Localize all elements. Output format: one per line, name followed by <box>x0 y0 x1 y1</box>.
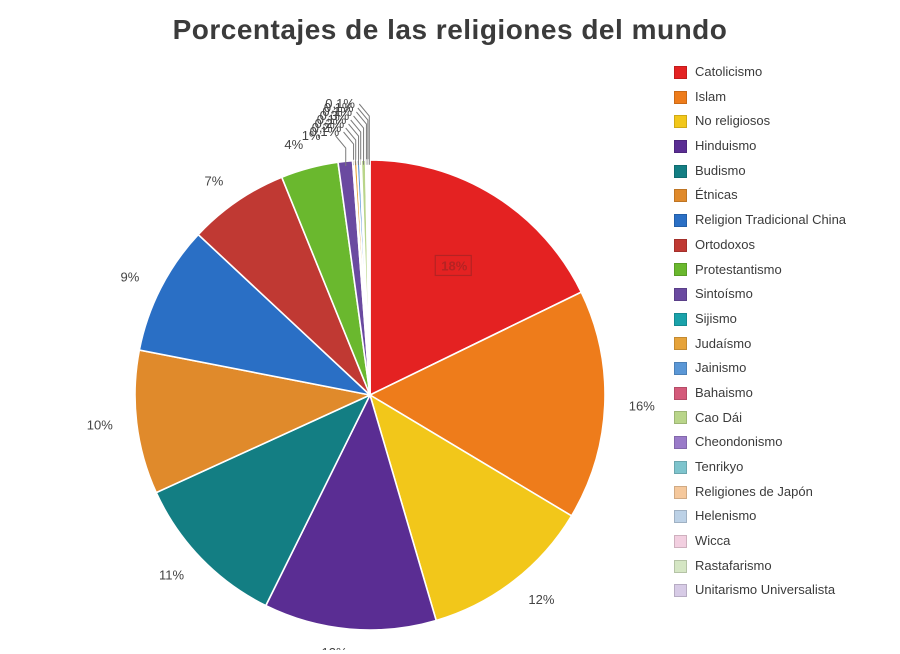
legend-label: Budismo <box>695 159 746 184</box>
legend-item: Cao Dái <box>674 406 884 431</box>
legend-swatch <box>674 165 687 178</box>
legend-item: Religiones de Japón <box>674 480 884 505</box>
legend-swatch <box>674 411 687 424</box>
legend-item: Sijismo <box>674 307 884 332</box>
legend-label: Catolicismo <box>695 60 762 85</box>
legend-item: Tenrikyo <box>674 455 884 480</box>
legend-item: Religion Tradicional China <box>674 208 884 233</box>
legend-label: Judaísmo <box>695 332 751 357</box>
legend-label: Religion Tradicional China <box>695 208 846 233</box>
legend-label: Jainismo <box>695 356 746 381</box>
legend-item: Wicca <box>674 529 884 554</box>
legend-swatch <box>674 239 687 252</box>
legend-item: Rastafarismo <box>674 554 884 579</box>
legend-swatch <box>674 560 687 573</box>
slice-percent-label: 16% <box>629 398 655 413</box>
legend-label: No religiosos <box>695 109 770 134</box>
legend-item: Unitarismo Universalista <box>674 578 884 603</box>
chart-legend: CatolicismoIslamNo religiososHinduismoBu… <box>674 60 884 603</box>
slice-percent-label: 12% <box>528 592 554 607</box>
legend-item: Sintoísmo <box>674 282 884 307</box>
legend-label: Hinduismo <box>695 134 756 159</box>
legend-item: Étnicas <box>674 183 884 208</box>
legend-item: Islam <box>674 85 884 110</box>
legend-swatch <box>674 436 687 449</box>
legend-item: Catolicismo <box>674 60 884 85</box>
legend-item: Jainismo <box>674 356 884 381</box>
slice-percent-label: 7% <box>204 174 223 189</box>
legend-label: Wicca <box>695 529 730 554</box>
legend-label: Tenrikyo <box>695 455 743 480</box>
legend-label: Étnicas <box>695 183 738 208</box>
legend-swatch <box>674 461 687 474</box>
legend-label: Helenismo <box>695 504 756 529</box>
legend-swatch <box>674 535 687 548</box>
legend-swatch <box>674 337 687 350</box>
leader-line <box>346 128 356 165</box>
legend-label: Islam <box>695 85 726 110</box>
legend-item: Judaísmo <box>674 332 884 357</box>
slice-percent-label: 18% <box>441 258 467 273</box>
legend-label: Sijismo <box>695 307 737 332</box>
legend-item: Bahaismo <box>674 381 884 406</box>
legend-swatch <box>674 214 687 227</box>
pie-chart: 18%16%12%12%11%10%9%7%4%1%0,1%0,2%0,2%0,… <box>40 60 660 650</box>
legend-swatch <box>674 91 687 104</box>
legend-label: Unitarismo Universalista <box>695 578 835 603</box>
legend-swatch <box>674 362 687 375</box>
legend-item: Budismo <box>674 159 884 184</box>
legend-item: Hinduismo <box>674 134 884 159</box>
chart-title: Porcentajes de las religiones del mundo <box>0 0 900 46</box>
legend-label: Cheondonismo <box>695 430 782 455</box>
legend-label: Rastafarismo <box>695 554 772 579</box>
legend-item: Ortodoxos <box>674 233 884 258</box>
legend-item: Helenismo <box>674 504 884 529</box>
legend-label: Ortodoxos <box>695 233 755 258</box>
slice-percent-label: 9% <box>121 269 140 284</box>
legend-label: Cao Dái <box>695 406 742 431</box>
legend-swatch <box>674 510 687 523</box>
slice-percent-label: 11% <box>159 567 184 582</box>
legend-item: No religiosos <box>674 109 884 134</box>
legend-swatch <box>674 140 687 153</box>
slice-percent-label: 10% <box>87 417 113 432</box>
legend-swatch <box>674 263 687 276</box>
legend-swatch <box>674 189 687 202</box>
legend-item: Protestantismo <box>674 258 884 283</box>
slice-percent-label: 0,1% <box>325 96 355 111</box>
legend-swatch <box>674 486 687 499</box>
legend-swatch <box>674 288 687 301</box>
legend-label: Sintoísmo <box>695 282 753 307</box>
legend-item: Cheondonismo <box>674 430 884 455</box>
legend-label: Bahaismo <box>695 381 753 406</box>
legend-label: Protestantismo <box>695 258 782 283</box>
legend-swatch <box>674 584 687 597</box>
legend-swatch <box>674 115 687 128</box>
legend-swatch <box>674 66 687 79</box>
legend-swatch <box>674 387 687 400</box>
leader-line <box>356 112 366 165</box>
legend-label: Religiones de Japón <box>695 480 813 505</box>
legend-swatch <box>674 313 687 326</box>
slice-percent-label: 12% <box>321 645 347 650</box>
